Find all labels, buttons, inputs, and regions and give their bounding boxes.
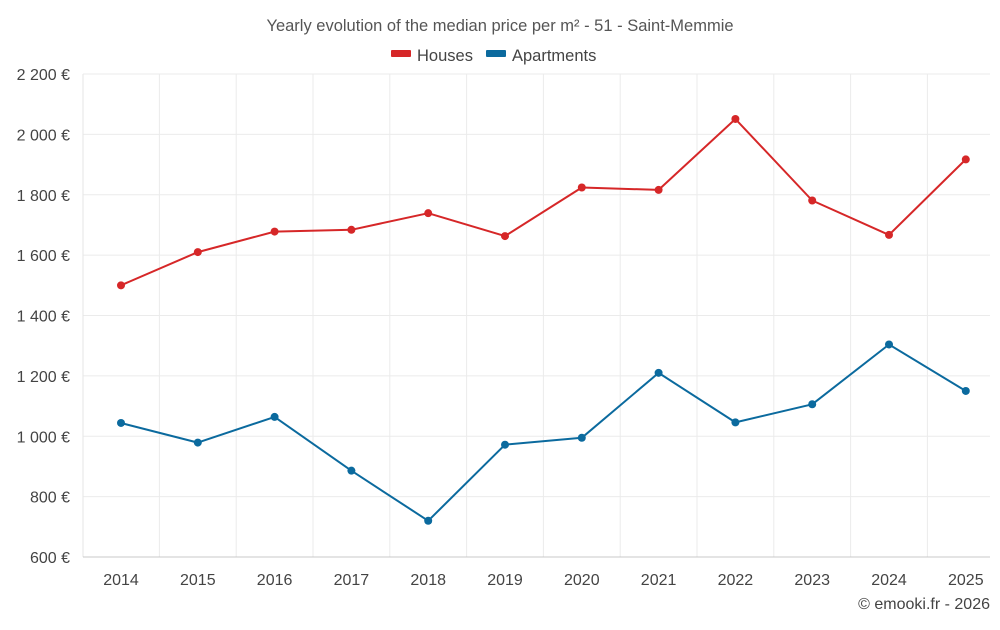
- y-tick-label: 600 €: [30, 550, 70, 567]
- x-tick-label: 2015: [180, 572, 216, 589]
- y-tick-label: 1 400 €: [17, 309, 70, 326]
- series-line-houses: [120, 118, 967, 287]
- data-point-houses[interactable]: [885, 230, 893, 239]
- y-tick-label: 1 600 €: [17, 248, 70, 265]
- data-point-houses[interactable]: [501, 232, 509, 241]
- data-point-houses[interactable]: [577, 183, 586, 192]
- data-point-apartments[interactable]: [270, 412, 279, 421]
- data-point-apartments[interactable]: [424, 516, 433, 525]
- data-point-houses[interactable]: [731, 114, 740, 123]
- data-point-houses[interactable]: [808, 196, 817, 205]
- x-tick-label: 2014: [103, 572, 139, 589]
- x-tick-label: 2016: [257, 572, 293, 589]
- y-tick-label: 2 200 €: [17, 67, 70, 84]
- data-point-apartments[interactable]: [961, 386, 970, 395]
- x-tick-label: 2017: [334, 572, 370, 589]
- legend-label-apartments: Apartments: [512, 47, 596, 65]
- data-point-houses[interactable]: [117, 281, 125, 290]
- x-tick-label: 2024: [871, 572, 907, 589]
- y-tick-label: 800 €: [30, 490, 70, 507]
- data-point-houses[interactable]: [270, 227, 279, 236]
- legend: Houses Apartments: [391, 47, 596, 65]
- x-tick-label: 2019: [487, 572, 523, 589]
- x-tick-label: 2023: [794, 572, 830, 589]
- series: [117, 114, 970, 525]
- x-tick-label: 2020: [564, 572, 600, 589]
- series-line-apartments: [120, 343, 967, 522]
- data-point-apartments[interactable]: [347, 466, 356, 475]
- data-point-apartments[interactable]: [501, 440, 509, 449]
- axes: 600 € 800 € 1 000 € 1 200 € 1 400 € 1 600 € 1 …: [17, 67, 990, 589]
- data-point-apartments[interactable]: [808, 400, 817, 409]
- data-point-houses[interactable]: [424, 209, 433, 218]
- y-tick-label: 1 000 €: [17, 429, 70, 446]
- legend-swatch-houses: [391, 50, 411, 57]
- legend-swatch-apartments: [486, 50, 506, 57]
- data-point-houses[interactable]: [961, 155, 970, 164]
- gridlines: [82, 73, 990, 558]
- chart-title: Yearly evolution of the median price per…: [266, 17, 733, 35]
- y-tick-label: 2 000 €: [17, 127, 70, 144]
- data-point-apartments[interactable]: [193, 438, 202, 447]
- data-point-houses[interactable]: [347, 225, 356, 234]
- x-tick-label: 2021: [641, 572, 677, 589]
- data-point-apartments[interactable]: [731, 418, 740, 427]
- credit-text: © emooki.fr - 2026: [858, 596, 990, 613]
- y-tick-label: 1 800 €: [17, 188, 70, 205]
- x-tick-label: 2022: [718, 572, 754, 589]
- data-point-houses[interactable]: [193, 248, 202, 257]
- data-point-apartments[interactable]: [885, 340, 893, 349]
- data-point-apartments[interactable]: [577, 433, 586, 442]
- legend-label-houses: Houses: [417, 47, 473, 65]
- x-tick-label: 2025: [948, 572, 984, 589]
- data-point-houses[interactable]: [654, 185, 663, 194]
- data-point-apartments[interactable]: [654, 368, 663, 377]
- x-tick-label: 2018: [410, 572, 446, 589]
- data-point-apartments[interactable]: [117, 418, 125, 427]
- y-tick-label: 1 200 €: [17, 369, 70, 386]
